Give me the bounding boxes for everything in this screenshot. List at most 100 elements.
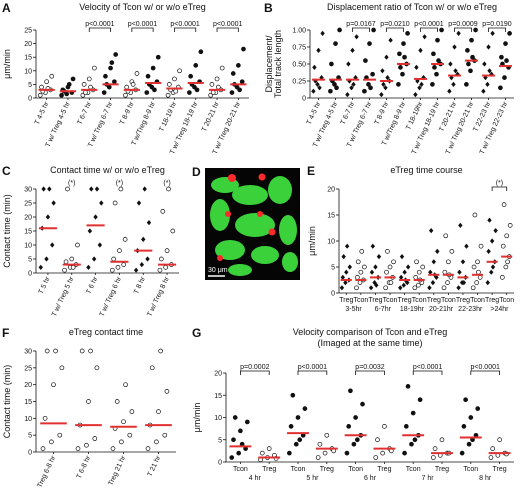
- y-axis-label: μm/min: [192, 403, 202, 433]
- data-point: [315, 81, 320, 87]
- data-point: [103, 73, 108, 79]
- data-point: [420, 264, 426, 270]
- data-point: [431, 259, 436, 265]
- data-point: [145, 73, 151, 79]
- significance-label: p<0.0001: [414, 21, 443, 28]
- y-axis-label: Displacement/: [264, 35, 274, 93]
- data-point: [89, 186, 94, 192]
- significance-label: (*): [163, 180, 170, 187]
- data-point: [45, 214, 51, 220]
- group-label: 22-23hr: [458, 306, 483, 313]
- data-point: [451, 81, 456, 87]
- x-tick-label: Tcon: [441, 297, 456, 304]
- data-point: [355, 275, 360, 280]
- y-tick-label: 15: [214, 393, 222, 400]
- x-tick-label: Treg: [485, 297, 499, 304]
- data-point: [297, 437, 303, 443]
- data-point: [502, 75, 507, 80]
- data-point: [99, 200, 104, 206]
- data-point: [81, 82, 87, 87]
- data-point: [187, 90, 192, 95]
- data-point: [97, 242, 103, 248]
- y-axis-label: μm/min: [307, 226, 317, 256]
- data-point: [173, 88, 179, 94]
- data-point: [503, 41, 508, 46]
- data-point: [127, 432, 133, 438]
- data-point: [214, 76, 220, 82]
- x-tick-label: T 6-7 hr: [76, 100, 93, 126]
- data-point: [244, 419, 250, 425]
- data-point: [79, 348, 85, 354]
- data-point: [486, 248, 491, 254]
- data-point: [475, 259, 480, 265]
- y-tick-label: 15: [24, 399, 32, 406]
- data-point: [418, 47, 423, 53]
- data-point: [87, 228, 93, 234]
- data-point: [111, 256, 117, 262]
- y-tick-label: 25: [24, 365, 32, 372]
- data-point: [229, 90, 235, 95]
- data-point: [59, 92, 64, 98]
- data-point: [339, 285, 345, 291]
- data-point: [94, 365, 100, 371]
- x-tick-label: T w/Treg 8-9 hr: [131, 100, 158, 147]
- data-point: [344, 269, 349, 275]
- data-point: [432, 65, 437, 70]
- data-point: [468, 415, 474, 420]
- data-point: [112, 200, 118, 206]
- data-point: [231, 437, 236, 443]
- y-tick-label: 5: [28, 257, 32, 264]
- data-point: [358, 269, 364, 275]
- y-tick-label: 10: [24, 416, 32, 423]
- data-point: [166, 82, 172, 87]
- data-point: [380, 68, 385, 74]
- data-point: [83, 90, 88, 95]
- data-point: [436, 58, 441, 63]
- data-point: [139, 262, 145, 268]
- data-point: [412, 285, 418, 291]
- panel-letter: E: [307, 164, 315, 178]
- data-point: [500, 243, 506, 249]
- data-point: [333, 41, 338, 46]
- data-point: [487, 68, 492, 74]
- significance-label: p=0.0210: [380, 21, 409, 28]
- data-point: [414, 259, 419, 265]
- data-point: [432, 446, 438, 451]
- data-point: [504, 58, 509, 63]
- y-axis-label: Total track length: [273, 30, 283, 98]
- data-point: [398, 65, 403, 70]
- data-point: [416, 269, 422, 275]
- data-point: [88, 84, 93, 90]
- x-tick-label: Tcon: [353, 297, 368, 304]
- data-point: [458, 222, 463, 228]
- x-tick-label: T 6-7 hr: [340, 100, 357, 126]
- data-point: [42, 415, 48, 421]
- data-point: [53, 348, 58, 354]
- x-tick-label: Tcon: [463, 466, 478, 473]
- x-tick-label: Treg 21 hr: [107, 454, 127, 487]
- data-point: [47, 186, 52, 192]
- data-point: [144, 90, 150, 95]
- data-point: [441, 285, 447, 291]
- data-point: [133, 267, 139, 273]
- data-point: [329, 61, 334, 67]
- data-point: [445, 280, 450, 285]
- data-point: [431, 51, 436, 57]
- scale-label: 30 μm: [208, 267, 228, 274]
- data-point: [398, 274, 404, 280]
- data-point: [101, 90, 107, 95]
- data-point: [489, 269, 494, 275]
- data-point: [332, 82, 337, 87]
- data-point: [157, 267, 163, 273]
- data-point: [486, 44, 491, 50]
- data-point: [354, 437, 360, 443]
- data-point: [456, 285, 461, 291]
- x-tick-label: Tcon: [348, 466, 363, 473]
- data-point: [384, 54, 389, 60]
- data-point: [413, 92, 418, 98]
- data-point: [422, 34, 427, 40]
- data-point: [485, 81, 490, 87]
- data-point: [482, 61, 487, 67]
- data-point: [113, 52, 119, 57]
- y-tick-label: 20: [24, 382, 32, 389]
